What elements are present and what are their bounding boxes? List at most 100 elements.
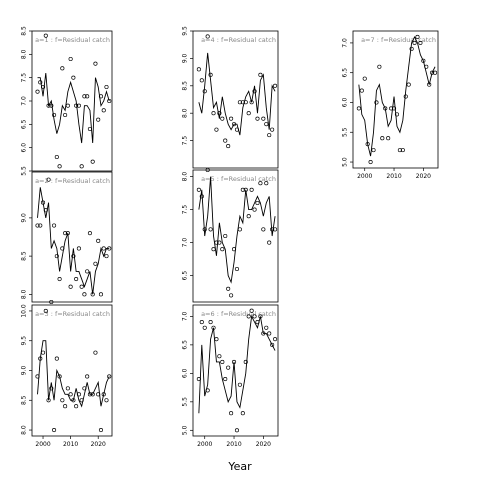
fitted-line (37, 72, 110, 144)
data-point (249, 308, 254, 313)
y-tick-label: 8.0 (21, 289, 28, 299)
data-point (427, 82, 432, 87)
y-tick-label: 5.5 (342, 127, 349, 137)
fitted-line (198, 314, 276, 414)
panel-3: 8.0 8.5 9.0 9.5 10.0 2000 2010 2020 a=3 : f=Resi… (21, 304, 113, 448)
data-point (199, 194, 204, 199)
data-point (63, 404, 68, 409)
data-point (246, 314, 251, 319)
data-point (60, 66, 65, 71)
data-point (267, 331, 272, 336)
y-tick-label: 8.0 (182, 172, 189, 182)
data-point (261, 227, 266, 232)
data-point (82, 386, 87, 391)
data-point (226, 144, 231, 149)
data-point (79, 164, 84, 169)
data-point (412, 40, 417, 45)
data-point (196, 187, 201, 192)
data-point (68, 284, 73, 289)
data-point (90, 392, 95, 397)
data-point (101, 108, 106, 113)
panel-frame (352, 30, 439, 169)
data-point (273, 83, 278, 88)
data-point (231, 247, 237, 252)
data-point (270, 227, 275, 232)
data-point (82, 292, 87, 297)
y-tick-label: 6.0 (21, 143, 28, 153)
data-point (96, 392, 101, 397)
data-point (220, 359, 225, 365)
data-point (46, 177, 51, 182)
x-tick-label: 2010 (386, 173, 401, 180)
fitted-line (198, 52, 276, 136)
y-tick-label: 9.5 (182, 26, 189, 36)
panel-frame (31, 304, 113, 437)
data-point (46, 398, 51, 403)
y-tick-label: 5.0 (342, 157, 349, 167)
y-tick-label: 8.5 (21, 395, 28, 405)
data-point (220, 116, 225, 121)
y-tick-label: 8.0 (21, 49, 28, 59)
data-point (76, 103, 81, 108)
data-point (60, 246, 65, 251)
data-point (199, 320, 204, 325)
data-point (255, 320, 260, 325)
data-point (68, 392, 73, 397)
data-point (87, 392, 92, 397)
data-point (43, 33, 48, 38)
data-point (101, 246, 106, 251)
data-point (49, 299, 54, 305)
data-point (85, 269, 90, 274)
data-point (418, 40, 423, 45)
data-point (249, 187, 254, 192)
data-point (356, 106, 361, 111)
y-tick-label: 8.5 (21, 26, 28, 36)
data-point (374, 100, 379, 105)
y-tick-label: 8.5 (21, 251, 28, 261)
panel-label: a=1 : f=Residual catch (35, 36, 110, 44)
y-tick-label: 6.5 (21, 119, 28, 129)
x-tick-label: 2020 (256, 441, 271, 448)
data-point (74, 103, 79, 108)
data-point (40, 200, 46, 205)
panel-frame (192, 304, 279, 437)
panel-1: 5.5 6.0 6.5 7.0 7.5 8.0 8.5 a=1 : f=Residual ca… (21, 26, 113, 176)
data-point (98, 292, 104, 297)
data-point (211, 111, 216, 116)
y-tick-label: 7.0 (182, 238, 189, 248)
data-point (65, 103, 70, 108)
data-point (231, 122, 237, 127)
y-tick-label: 9.0 (182, 53, 189, 63)
data-point (246, 214, 251, 219)
y-tick-label: 8.0 (182, 108, 189, 118)
y-tick-label: 7.5 (21, 73, 28, 83)
data-point (273, 227, 278, 232)
data-point (71, 254, 76, 259)
data-point (261, 116, 266, 121)
data-point (93, 350, 98, 355)
y-tick-label: 8.5 (182, 81, 189, 91)
data-point (38, 80, 43, 85)
y-tick-label: 9.5 (21, 336, 28, 346)
data-point (380, 136, 385, 141)
data-point (96, 238, 101, 243)
data-point (74, 277, 79, 282)
y-tick-label: 7.0 (342, 38, 349, 48)
panel-frame (192, 30, 279, 169)
data-point (234, 428, 240, 433)
data-point (433, 70, 438, 75)
data-point (234, 127, 240, 132)
y-tick-label: 7.5 (182, 205, 189, 215)
panel-label: a=7 : f=Residual catch (361, 36, 436, 44)
data-point (63, 112, 68, 118)
data-point (76, 246, 81, 251)
data-point (101, 392, 106, 397)
y-tick-label: 7.0 (21, 96, 28, 106)
panel-frame (31, 171, 113, 303)
data-point (87, 126, 92, 132)
data-point (229, 293, 234, 298)
data-point (424, 64, 429, 69)
data-point (208, 227, 213, 232)
y-tick-label: 10.0 (21, 304, 28, 318)
x-tick-label: 2000 (35, 441, 50, 448)
